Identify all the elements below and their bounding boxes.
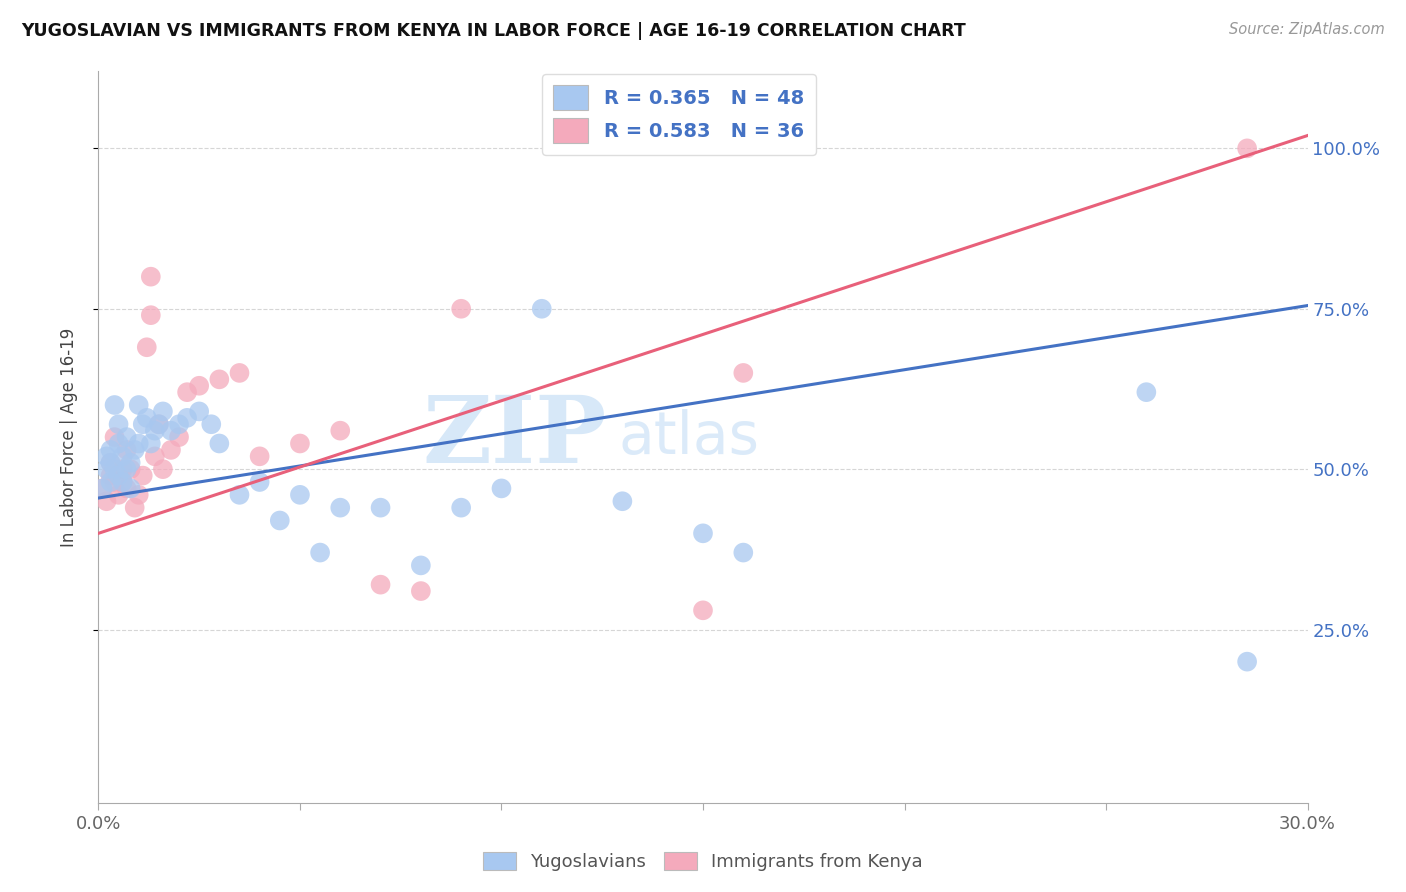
Point: [100, 468, 122, 483]
Point: [100, 456, 122, 470]
Point: [208, 436, 231, 450]
Point: [120, 456, 142, 470]
Point: [111, 450, 134, 464]
Point: [329, 424, 352, 438]
Text: ZIP: ZIP: [422, 392, 606, 482]
Point: [152, 462, 174, 476]
Point: [228, 366, 250, 380]
Point: [124, 442, 146, 457]
Point: [148, 417, 170, 432]
Point: [288, 436, 311, 450]
Point: [128, 398, 150, 412]
Point: [309, 545, 332, 559]
Point: [329, 500, 352, 515]
Point: [128, 488, 150, 502]
Point: [409, 558, 432, 573]
Point: [100, 475, 122, 489]
Point: [450, 500, 472, 515]
Point: [103, 475, 125, 489]
Point: [143, 424, 166, 438]
Point: [249, 450, 271, 464]
Point: [107, 468, 129, 483]
Point: [370, 500, 392, 515]
Point: [370, 577, 392, 591]
Point: [188, 378, 211, 392]
Point: [107, 436, 129, 450]
Point: [124, 500, 146, 515]
Point: [111, 475, 134, 489]
Text: Source: ZipAtlas.com: Source: ZipAtlas.com: [1229, 22, 1385, 37]
Point: [228, 488, 250, 502]
Point: [288, 488, 311, 502]
Point: [107, 417, 129, 432]
Point: [139, 269, 162, 284]
Point: [176, 385, 198, 400]
Point: [120, 482, 142, 496]
Point: [160, 442, 183, 457]
Point: [530, 301, 553, 316]
Point: [612, 494, 634, 508]
Point: [692, 526, 714, 541]
Point: [135, 410, 157, 425]
Point: [128, 436, 150, 450]
Point: [1135, 385, 1157, 400]
Point: [115, 442, 138, 457]
Point: [132, 468, 155, 483]
Point: [100, 442, 122, 457]
Point: [111, 475, 134, 489]
Point: [115, 482, 138, 496]
Point: [450, 301, 472, 316]
Point: [152, 404, 174, 418]
Point: [176, 410, 198, 425]
Point: [409, 584, 432, 599]
Legend: R = 0.365   N = 48, R = 0.583   N = 36: R = 0.365 N = 48, R = 0.583 N = 36: [541, 74, 815, 155]
Point: [143, 450, 166, 464]
Point: [120, 462, 142, 476]
Point: [491, 482, 513, 496]
Point: [107, 488, 129, 502]
Point: [132, 417, 155, 432]
Point: [200, 417, 222, 432]
Point: [208, 372, 231, 386]
Point: [115, 430, 138, 444]
Point: [733, 545, 755, 559]
Point: [1236, 141, 1258, 155]
Point: [733, 366, 755, 380]
Text: YUGOSLAVIAN VS IMMIGRANTS FROM KENYA IN LABOR FORCE | AGE 16-19 CORRELATION CHAR: YUGOSLAVIAN VS IMMIGRANTS FROM KENYA IN …: [21, 22, 966, 40]
Point: [96, 450, 118, 464]
Point: [91, 482, 114, 496]
Point: [135, 340, 157, 354]
Point: [692, 603, 714, 617]
Y-axis label: In Labor Force | Age 16-19: In Labor Force | Age 16-19: [59, 327, 77, 547]
Point: [148, 417, 170, 432]
Point: [115, 462, 138, 476]
Point: [103, 430, 125, 444]
Point: [167, 430, 190, 444]
Point: [188, 404, 211, 418]
Point: [139, 436, 162, 450]
Point: [103, 462, 125, 476]
Point: [111, 462, 134, 476]
Point: [269, 514, 291, 528]
Point: [96, 462, 118, 476]
Point: [100, 456, 122, 470]
Text: atlas: atlas: [619, 409, 759, 466]
Legend: Yugoslavians, Immigrants from Kenya: Yugoslavians, Immigrants from Kenya: [477, 845, 929, 879]
Point: [1236, 655, 1258, 669]
Point: [160, 424, 183, 438]
Point: [249, 475, 271, 489]
Point: [103, 398, 125, 412]
Point: [96, 494, 118, 508]
Point: [167, 417, 190, 432]
Point: [91, 482, 114, 496]
Point: [139, 308, 162, 322]
